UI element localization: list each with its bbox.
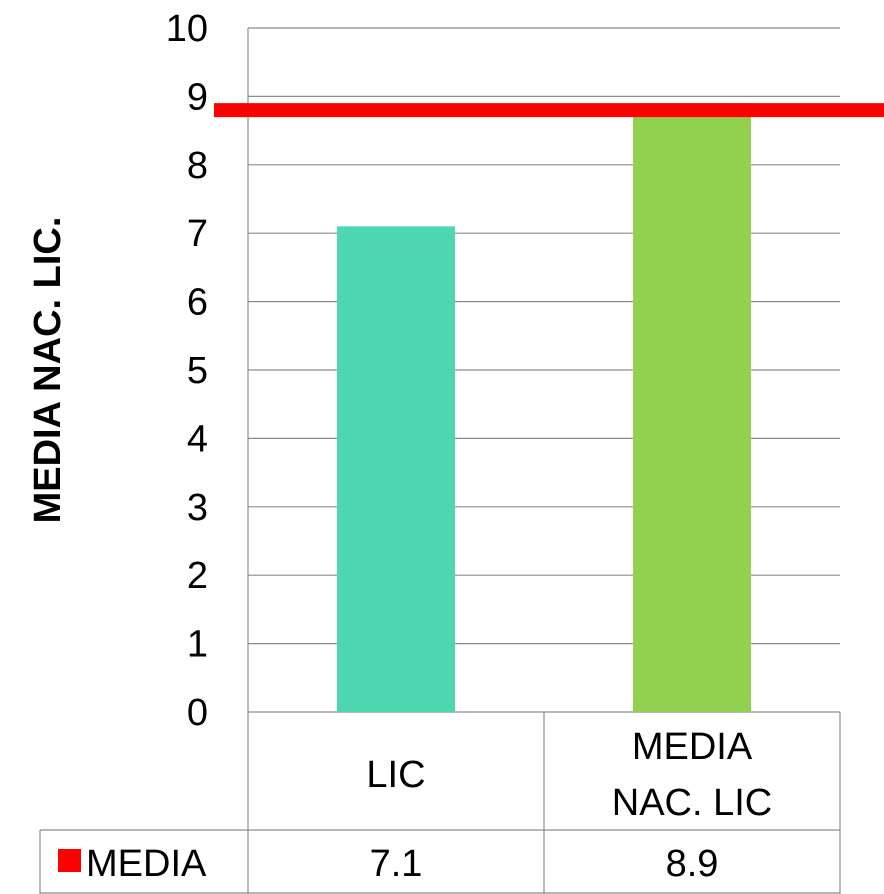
y-tick-label: 2 <box>187 555 208 597</box>
category-label: MEDIA <box>632 726 753 768</box>
y-tick-label: 3 <box>187 487 208 529</box>
y-axis-label: MEDIA NAC. LIC. <box>27 217 69 524</box>
legend-key <box>58 849 81 872</box>
y-tick-label: 4 <box>187 418 208 460</box>
category-label: NAC. LIC <box>612 782 772 824</box>
y-tick-label: 0 <box>187 692 208 734</box>
bar <box>633 103 751 713</box>
bar <box>337 226 455 713</box>
y-tick-label: 10 <box>166 8 208 50</box>
data-table: MEDIA NAC. LIC. MEDIA 7.1 8.9 <box>27 217 841 894</box>
y-tick-labels: 0 1 2 3 4 5 6 7 8 9 10 <box>166 8 208 734</box>
y-tick-label: 9 <box>187 76 208 118</box>
category-label: LIC <box>366 754 425 796</box>
y-tick-label: 8 <box>187 145 208 187</box>
y-tick-label: 6 <box>187 282 208 324</box>
y-tick-label: 7 <box>187 213 208 255</box>
bars <box>337 103 751 713</box>
y-tick-label: 1 <box>187 624 208 666</box>
data-table-cell: 8.9 <box>666 843 719 885</box>
gridlines <box>247 27 840 713</box>
category-labels: LIC MEDIA NAC. LIC <box>366 726 772 824</box>
data-table-cell: 7.1 <box>370 843 423 885</box>
data-table-series-name: MEDIA <box>86 843 207 885</box>
y-tick-label: 5 <box>187 350 208 392</box>
